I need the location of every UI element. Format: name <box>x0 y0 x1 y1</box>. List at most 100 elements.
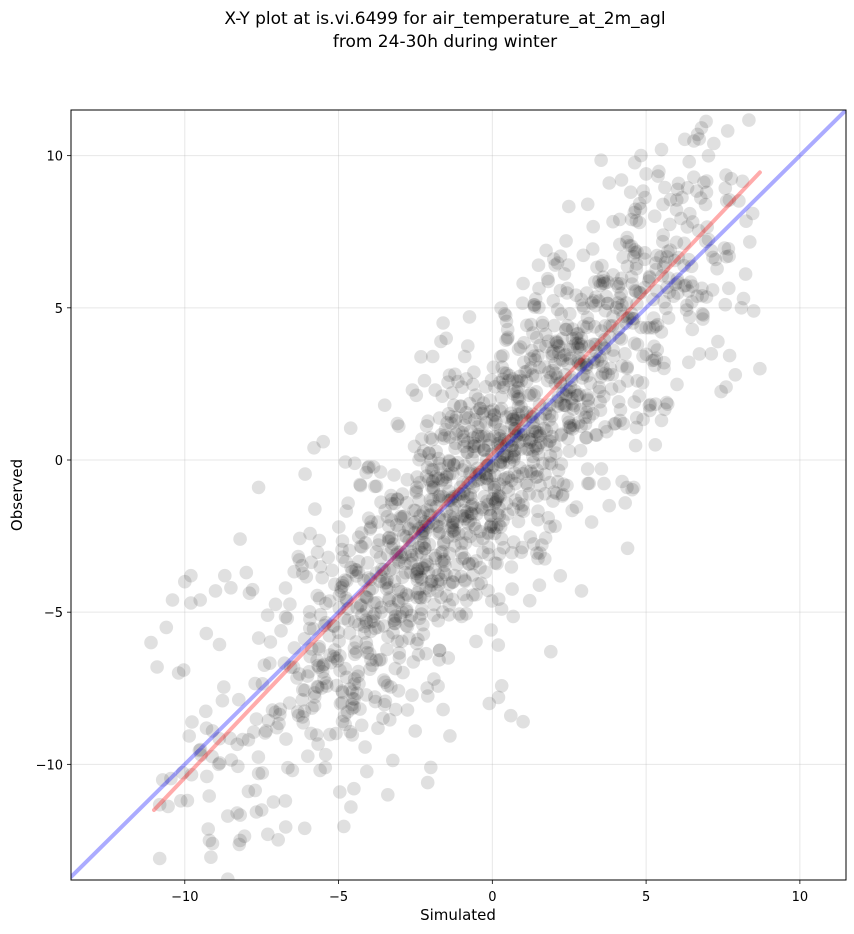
scatter-point <box>721 242 736 256</box>
regression-line <box>152 170 762 812</box>
scatter-point <box>384 600 398 614</box>
scatter-point <box>719 168 733 182</box>
scatter-point <box>425 574 439 588</box>
scatter-point <box>326 618 341 633</box>
scatter-point <box>428 562 443 577</box>
scatter-point <box>674 211 688 226</box>
scatter-point <box>475 502 490 517</box>
scatter-point <box>512 435 526 450</box>
scatter-point <box>497 307 512 321</box>
scatter-point <box>391 593 405 607</box>
scatter-point <box>433 488 448 502</box>
scatter-point <box>437 552 451 567</box>
scatter-point <box>428 548 443 563</box>
scatter-point <box>171 666 186 680</box>
scatter-point <box>509 413 523 428</box>
scatter-point <box>522 388 536 403</box>
scatter-point <box>351 664 366 679</box>
scatter-point <box>421 520 436 534</box>
scatter-point <box>381 788 395 802</box>
scatter-point <box>390 492 405 506</box>
scatter-point <box>415 432 429 446</box>
scatter-point <box>650 284 664 298</box>
scatter-point <box>423 492 438 507</box>
scatter-point <box>462 556 476 571</box>
scatter-point <box>535 318 550 333</box>
scatter-point <box>527 298 542 312</box>
scatter-point <box>526 326 540 340</box>
scatter-point <box>695 281 709 296</box>
scatter-point <box>566 402 581 416</box>
scatter-point <box>668 277 683 292</box>
scatter-point <box>493 436 507 450</box>
scatter-point <box>734 301 749 315</box>
scatter-point <box>492 547 507 561</box>
scatter-point <box>695 289 709 303</box>
scatter-point <box>457 484 472 498</box>
scatter-point <box>366 614 381 628</box>
scatter-point <box>625 482 639 497</box>
scatter-point <box>495 450 510 465</box>
scatter-point <box>704 347 719 361</box>
scatter-point <box>399 602 414 617</box>
scatter-point <box>261 827 275 842</box>
scatter-point <box>421 689 435 703</box>
scatter-point <box>531 504 545 518</box>
scatter-point <box>560 281 575 296</box>
scatter-point <box>516 714 530 729</box>
scatter-point <box>451 374 465 389</box>
scatter-point <box>656 228 670 242</box>
x-tick-label: 0 <box>488 890 496 905</box>
scatter-point <box>647 353 662 367</box>
scatter-point <box>420 557 435 572</box>
scatter-point <box>473 417 488 432</box>
scatter-point <box>524 317 538 332</box>
scatter-point <box>488 496 502 511</box>
scatter-point <box>464 499 479 513</box>
scatter-point <box>530 425 544 439</box>
scatter-point <box>699 174 714 188</box>
scatter-point <box>382 519 396 533</box>
scatter-point <box>575 339 589 354</box>
scatter-point <box>246 725 261 739</box>
scatter-point <box>413 448 428 463</box>
scatter-point <box>650 317 665 332</box>
scatter-point <box>268 705 283 719</box>
scatter-point <box>501 483 516 498</box>
scatter-point <box>431 471 446 486</box>
scatter-point <box>345 697 359 712</box>
scatter-point <box>517 336 531 350</box>
scatter-point <box>339 591 353 605</box>
scatter-point <box>454 536 469 550</box>
scatter-point <box>511 469 525 484</box>
scatter-point <box>335 695 349 710</box>
scatter-point <box>563 342 577 357</box>
scatter-point <box>699 114 713 129</box>
scatter-point <box>399 604 414 619</box>
scatter-point <box>213 756 227 770</box>
scatter-point <box>327 649 341 664</box>
scatter-point <box>421 414 435 429</box>
scatter-point <box>628 283 642 298</box>
scatter-point <box>548 258 562 272</box>
scatter-point <box>344 560 358 575</box>
scatter-point <box>381 629 395 644</box>
scatter-point <box>602 176 616 190</box>
scatter-point <box>268 597 283 612</box>
scatter-point <box>417 373 432 388</box>
scatter-point <box>630 245 644 259</box>
scatter-point <box>661 311 676 325</box>
scatter-point <box>150 660 164 674</box>
x-tick-label: 10 <box>792 890 809 905</box>
scatter-point <box>572 387 587 402</box>
scatter-point <box>588 337 603 352</box>
scatter-point <box>274 624 288 638</box>
scatter-point <box>596 270 611 285</box>
scatter-point <box>615 298 629 312</box>
scatter-point <box>696 308 711 322</box>
scatter-point <box>349 635 364 649</box>
scatter-point <box>436 537 451 551</box>
scatter-point <box>573 402 588 417</box>
scatter-point <box>404 548 419 563</box>
scatter-point <box>525 424 540 438</box>
